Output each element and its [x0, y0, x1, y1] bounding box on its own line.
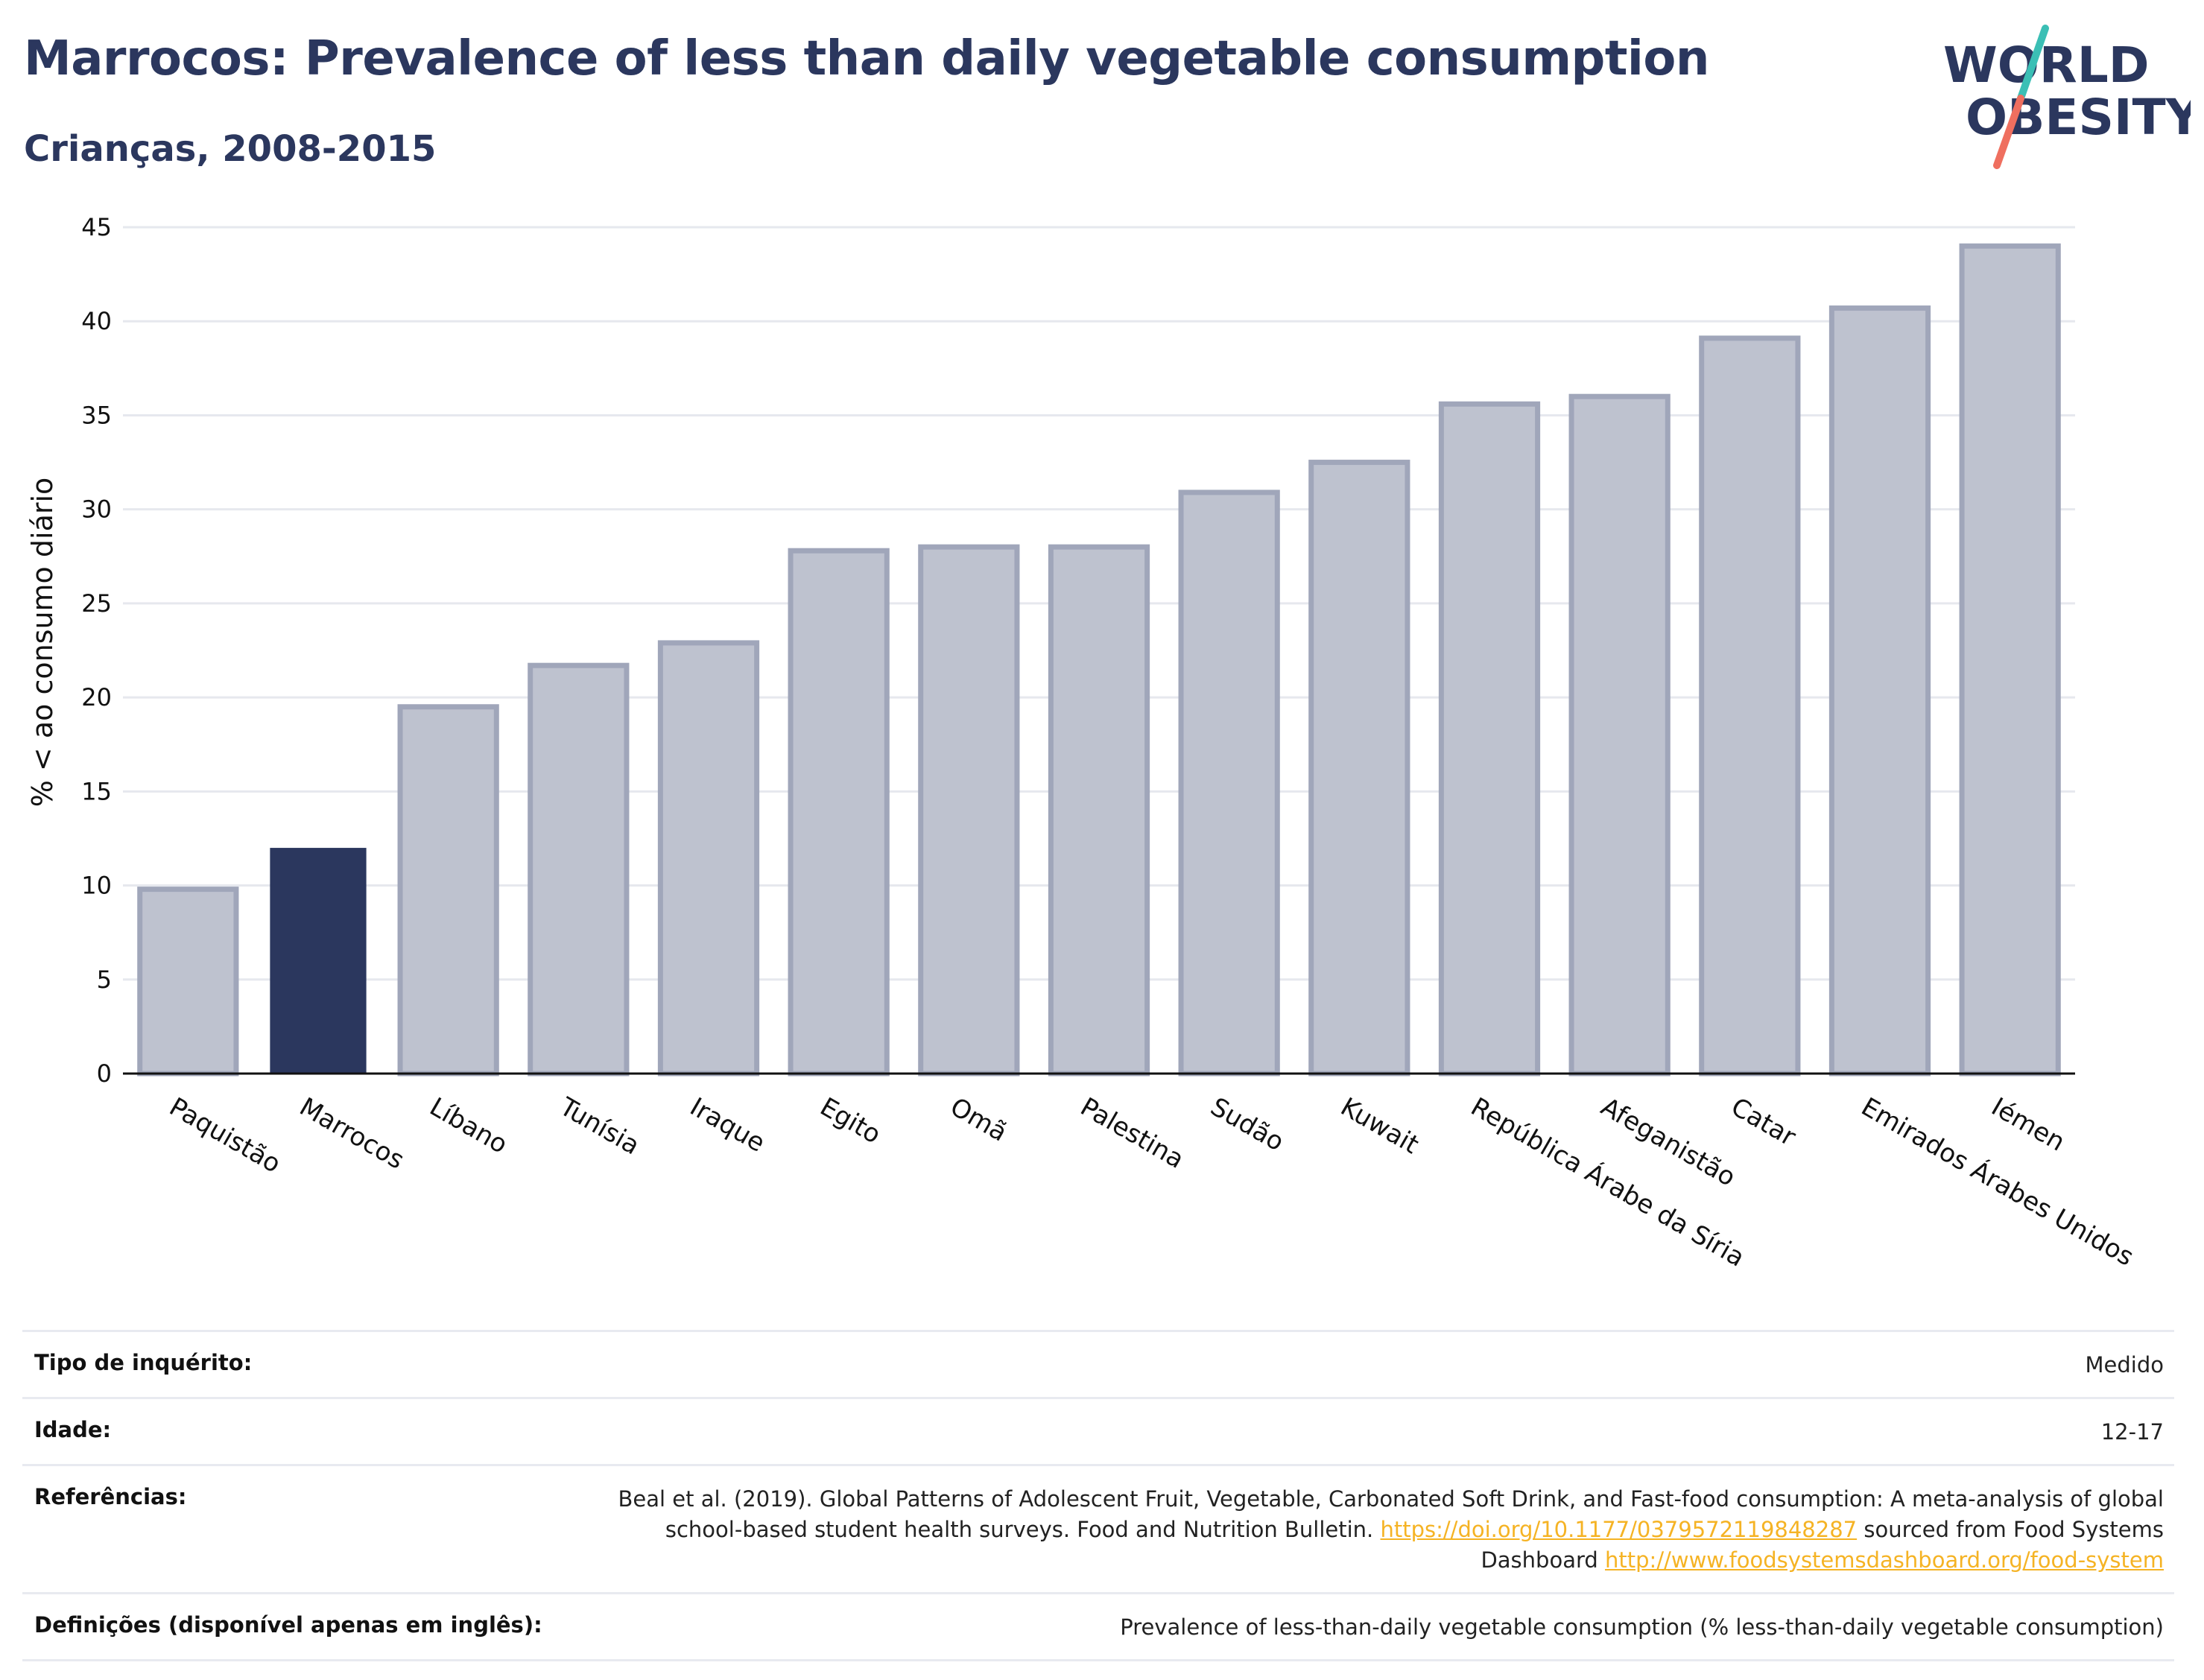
bar-palestina	[1048, 544, 1150, 1077]
x-tick-label: Iraque	[685, 1092, 770, 1158]
info-table: Tipo de inquérito: Medido Idade: 12-17 R…	[22, 1330, 2174, 1661]
y-tick-label: 15	[81, 777, 112, 805]
x-tick-label: Catar	[1726, 1092, 1800, 1153]
logo-slash-bottom	[1993, 95, 2024, 169]
x-tick-label: Tunísia	[554, 1091, 645, 1161]
chart-subtitle: Crianças, 2008-2015	[24, 128, 437, 170]
x-tick-label: Omã	[945, 1092, 1012, 1148]
info-row-age: Idade: 12-17	[22, 1397, 2174, 1464]
y-tick-label: 45	[81, 213, 112, 241]
info-value: Medido	[2085, 1352, 2164, 1378]
info-row-references: Referências: Beal et al. (2019). Global …	[22, 1464, 2174, 1592]
bar-omã	[918, 544, 1020, 1077]
y-tick-label: 20	[81, 683, 112, 711]
world-obesity-logo: WORLD OBESITY	[1943, 25, 2191, 169]
x-tick-label: Paquistão	[164, 1092, 285, 1179]
bar-república-árabe-da-síria	[1438, 401, 1541, 1077]
x-tick-labels: Paquistão Marrocos Líbano Tunísia Iraque Egit…	[164, 1091, 2138, 1273]
reference-text: Beal et al. (2019). Global Patterns of A…	[618, 1486, 2164, 1542]
x-tick-label: Líbano	[425, 1092, 513, 1160]
bar-emirados-árabes-unidos	[1828, 305, 1931, 1077]
y-tick-label: 40	[81, 307, 112, 335]
bar-kuwait	[1308, 460, 1410, 1077]
info-key: Idade:	[34, 1417, 112, 1442]
y-tick-label: 25	[81, 589, 112, 618]
bar-afeganistão	[1568, 393, 1671, 1077]
info-row-definitions: Definições (disponível apenas em inglês)…	[22, 1592, 2174, 1661]
x-tick-label: Egito	[815, 1092, 886, 1150]
y-axis-title: % < ao consumo diário	[26, 478, 59, 808]
info-key: Definições (disponível apenas em inglês)…	[34, 1612, 542, 1638]
x-tick-label: Marrocos	[294, 1092, 409, 1176]
y-tick-label: 0	[97, 1059, 112, 1088]
logo-text-obesity: OBESITY	[1966, 89, 2191, 146]
info-row-survey-type: Tipo de inquérito: Medido	[22, 1330, 2174, 1397]
info-key: Tipo de inquérito:	[34, 1350, 253, 1375]
logo-text-world: WORLD	[1943, 37, 2150, 94]
info-key: Referências:	[34, 1484, 187, 1509]
reference-text: sourced from Food Systems Dashboard	[1481, 1517, 2164, 1573]
y-tick-label: 5	[97, 966, 112, 994]
bar-iémen	[1959, 243, 2061, 1077]
bar-catar	[1699, 335, 1801, 1077]
bar-chart: 0 5 10 15 20 25 30 35 40 45 Paquistão Marrocos Líba…	[26, 213, 2139, 1273]
logo-slash-top	[2017, 25, 2049, 102]
doi-link[interactable]: https://doi.org/10.1177/0379572119848287	[1380, 1517, 1858, 1542]
x-tick-label: Iémen	[1986, 1092, 2070, 1158]
bar-iraque	[657, 640, 760, 1077]
x-tick-label: Sudão	[1206, 1092, 1289, 1158]
y-tick-label: 35	[81, 401, 112, 429]
x-tick-label: Palestina	[1075, 1092, 1189, 1175]
x-tick-label: Kuwait	[1335, 1092, 1423, 1160]
bar-tunísia	[528, 662, 630, 1077]
food-systems-dashboard-link[interactable]: http://www.foodsystemsdashboard.org/food…	[1605, 1547, 2164, 1573]
info-value: 12-17	[2100, 1419, 2164, 1445]
bar-marrocos	[270, 848, 367, 1074]
bar-egito	[788, 548, 890, 1077]
bars	[137, 243, 2061, 1077]
bar-líbano	[397, 704, 499, 1077]
info-value: Prevalence of less-than-daily vegetable …	[1120, 1614, 2164, 1640]
y-tick-labels: 0 5 10 15 20 25 30 35 40 45	[81, 213, 112, 1088]
info-value-references: Beal et al. (2019). Global Patterns of A…	[577, 1484, 2164, 1576]
y-tick-label: 30	[81, 495, 112, 524]
bar-sudão	[1178, 489, 1280, 1077]
chart-title: Marrocos: Prevalence of less than daily …	[24, 31, 1709, 86]
y-tick-label: 10	[81, 872, 112, 900]
bar-paquistão	[137, 887, 239, 1077]
